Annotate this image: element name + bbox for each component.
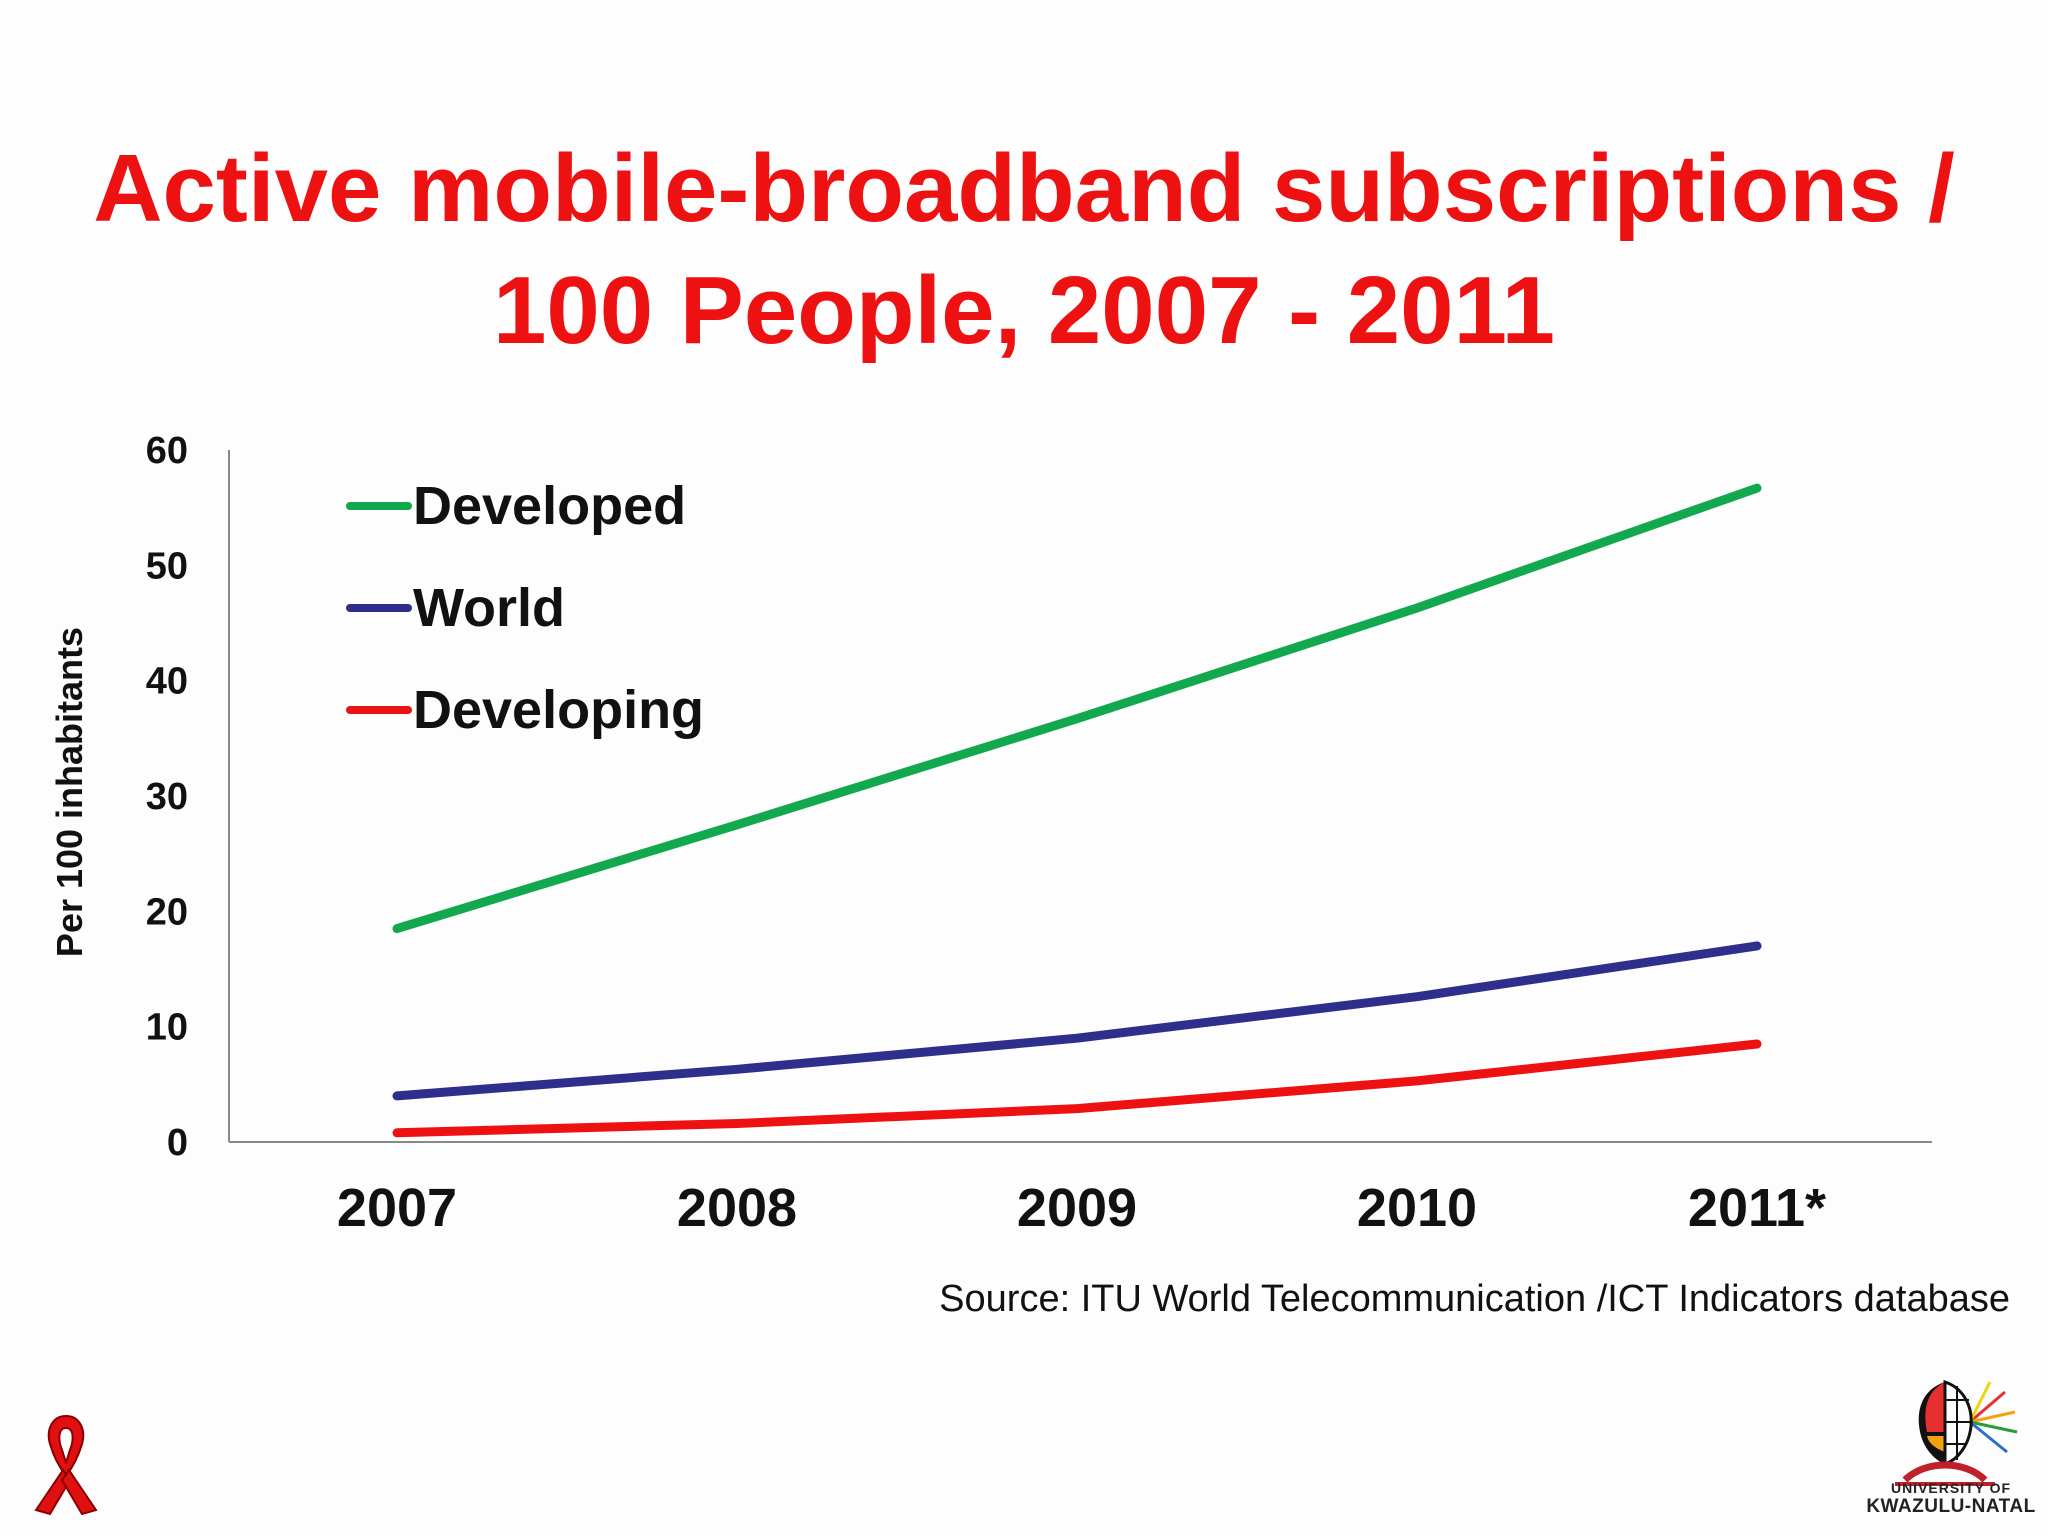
chart-axes (228, 450, 1932, 1143)
y-tick-label: 50 (146, 545, 188, 587)
slide-title-line-1: Active mobile-broadband subscriptions / (93, 135, 1955, 242)
chart-series-lines (392, 483, 1762, 1138)
red-ribbon-icon (34, 1414, 98, 1516)
y-tick-label: 60 (146, 430, 188, 472)
legend-label-developing: Developing (413, 680, 704, 740)
slide-title-line-2: 100 People, 2007 - 2011 (492, 257, 1556, 364)
x-tick-label: 2008 (677, 1178, 797, 1238)
university-logo-text: UNIVERSITY OF KWAZULU-NATAL (1862, 1480, 2040, 1518)
y-tick-label: 40 (146, 661, 188, 703)
x-tick-label: 2010 (1357, 1178, 1477, 1238)
logo-text-line-2: KWAZULU-NATAL (1866, 1496, 2036, 1517)
university-crest-icon (1895, 1379, 2018, 1486)
series-line-developing (392, 1039, 1762, 1138)
legend-label-developed: Developed (413, 476, 686, 536)
y-tick-label: 0 (167, 1122, 188, 1164)
source-note: Source: ITU World Telecommunication /ICT… (939, 1278, 2010, 1320)
y-tick-label: 20 (146, 891, 188, 933)
x-tick-label: 2011* (1688, 1178, 1826, 1238)
legend-label-world: World (413, 578, 565, 638)
slide-title: Active mobile-broadband subscriptions / … (0, 128, 2048, 372)
x-tick-label: 2009 (1017, 1178, 1137, 1238)
y-tick-label: 10 (146, 1007, 188, 1049)
y-axis-label: Per 100 inhabitants (49, 627, 90, 957)
x-axis-ticks: 2007 2008 2009 2010 2011* (337, 1178, 1826, 1238)
series-line-world (392, 941, 1762, 1101)
series-line-developed (392, 483, 1762, 934)
y-tick-label: 30 (146, 776, 188, 818)
y-axis-ticks: 0 10 20 30 40 50 60 (146, 430, 188, 1164)
x-tick-label: 2007 (337, 1178, 457, 1238)
logo-text-line-1: UNIVERSITY OF (1890, 1480, 2012, 1496)
chart-legend: Developed World Developing (346, 476, 704, 740)
